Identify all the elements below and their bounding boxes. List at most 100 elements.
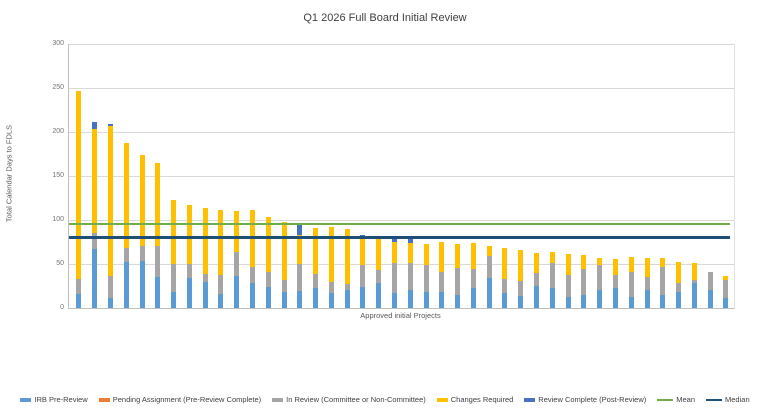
stacked-bar[interactable] [581,255,587,308]
bar-segment[interactable] [360,286,366,308]
bar-segment[interactable] [186,205,192,265]
bar-segment[interactable] [155,246,161,278]
bar-segment[interactable] [249,283,255,308]
stacked-bar[interactable] [597,257,603,308]
stacked-bar[interactable] [234,211,240,308]
bar-segment[interactable] [723,276,729,280]
stacked-bar[interactable] [676,262,682,308]
bar-segment[interactable] [549,263,555,288]
bar-segment[interactable] [76,278,82,294]
bar-segment[interactable] [628,271,634,298]
stacked-bar[interactable] [707,271,713,308]
bar-segment[interactable] [534,286,540,308]
bar-segment[interactable] [549,287,555,308]
stacked-bar[interactable] [502,248,508,308]
bar-segment[interactable] [218,274,224,294]
bar-segment[interactable] [297,235,303,265]
stacked-bar[interactable] [281,221,287,308]
bar-segment[interactable] [376,283,382,308]
bar-segment[interactable] [155,162,161,247]
stacked-bar[interactable] [171,199,177,308]
bar-segment[interactable] [691,283,697,308]
stacked-bar[interactable] [486,245,492,308]
bar-segment[interactable] [660,294,666,308]
bar-segment[interactable] [123,262,129,308]
bar-segment[interactable] [376,239,382,271]
bar-segment[interactable] [644,277,650,291]
bar-segment[interactable] [470,242,476,270]
bar-segment[interactable] [171,264,177,293]
bar-segment[interactable] [612,287,618,308]
bar-segment[interactable] [218,210,224,275]
bar-segment[interactable] [281,279,287,293]
bar-segment[interactable] [328,293,334,308]
legend-item-pending-assignment-pre-review-complete[interactable]: Pending Assignment (Pre-Review Complete) [98,395,261,404]
stacked-bar[interactable] [549,251,555,308]
bar-segment[interactable] [612,258,618,275]
bar-segment[interactable] [534,252,540,273]
bar-segment[interactable] [139,154,145,246]
stacked-bar[interactable] [313,227,319,308]
bar-segment[interactable] [107,298,113,308]
bar-segment[interactable] [597,257,603,265]
bar-segment[interactable] [313,227,319,274]
bar-segment[interactable] [518,295,524,308]
stacked-bar[interactable] [107,124,113,308]
bar-segment[interactable] [76,293,82,308]
bar-segment[interactable] [360,236,366,265]
bar-segment[interactable] [218,293,224,308]
bar-segment[interactable] [423,243,429,265]
bar-segment[interactable] [565,274,571,298]
bar-segment[interactable] [92,233,98,249]
bar-segment[interactable] [171,199,177,265]
stacked-bar[interactable] [628,256,634,308]
bar-segment[interactable] [139,245,145,261]
bar-segment[interactable] [455,294,461,308]
bar-segment[interactable] [360,264,366,287]
bar-segment[interactable] [202,281,208,308]
stacked-bar[interactable] [518,249,524,308]
bar-segment[interactable] [439,242,445,273]
bar-segment[interactable] [107,125,113,277]
bar-segment[interactable] [392,293,398,308]
bar-segment[interactable] [265,271,271,287]
bar-segment[interactable] [691,279,697,284]
bar-segment[interactable] [676,262,682,284]
bar-segment[interactable] [549,251,555,264]
bar-segment[interactable] [234,276,240,308]
bar-segment[interactable] [92,122,98,129]
bar-segment[interactable] [565,254,571,275]
bar-segment[interactable] [660,266,666,295]
stacked-bar[interactable] [218,210,224,308]
stacked-bar[interactable] [723,276,729,308]
stacked-bar[interactable] [186,205,192,308]
bar-segment[interactable] [297,291,303,308]
stacked-bar[interactable] [439,242,445,308]
stacked-bar[interactable] [455,243,461,308]
stacked-bar[interactable] [534,252,540,308]
bar-segment[interactable] [281,221,287,280]
bar-segment[interactable] [407,263,413,291]
bar-segment[interactable] [660,257,666,267]
bar-segment[interactable] [691,263,697,280]
bar-segment[interactable] [139,260,145,308]
stacked-bar[interactable] [155,162,161,308]
stacked-bar[interactable] [92,122,98,308]
legend-item-irb-pre-review[interactable]: IRB Pre-Review [20,395,88,404]
bar-segment[interactable] [597,290,603,308]
bar-segment[interactable] [534,272,540,286]
bar-segment[interactable] [249,266,255,284]
stacked-bar[interactable] [612,258,618,308]
stacked-bar[interactable] [376,239,382,308]
bar-segment[interactable] [297,264,303,292]
bar-segment[interactable] [360,234,366,237]
bar-segment[interactable] [281,292,287,308]
bar-segment[interactable] [234,251,240,277]
bar-segment[interactable] [644,290,650,308]
bar-segment[interactable] [407,239,413,243]
stacked-bar[interactable] [328,227,334,308]
bar-segment[interactable] [328,227,334,282]
bar-segment[interactable] [344,290,350,308]
bar-segment[interactable] [202,207,208,274]
bar-segment[interactable] [597,264,603,291]
